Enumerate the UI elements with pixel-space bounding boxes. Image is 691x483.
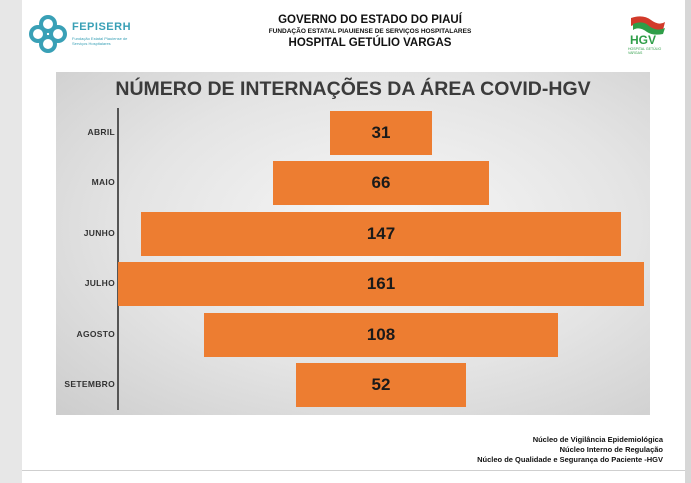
bar-setembro: [295, 363, 466, 407]
fepiserh-brand-text: FEPISERH: [72, 21, 132, 33]
document-header: GOVERNO DO ESTADO DO PIAUÍ FUNDAÇÃO ESTA…: [200, 13, 540, 50]
chart-axis-line: [117, 108, 119, 410]
page-left-margin: [0, 0, 22, 483]
category-label-julho: JULHO: [84, 278, 115, 289]
data-label-junho: 147: [366, 223, 396, 243]
data-label-abril: 31: [371, 123, 391, 142]
bar-maio: [273, 161, 489, 206]
category-label-setembro: SETEMBRO: [64, 379, 115, 389]
chart-title: NÚMERO DE INTERNAÇÕES DA ÁREA COVID-HGV: [115, 78, 591, 100]
hgv-brand-text: HGV: [630, 33, 657, 47]
fepiserh-cross-icon: [29, 15, 67, 53]
footer-line-quality: Núcleo de Qualidade e Segurança do Pacie…: [477, 455, 663, 464]
bar-julho: [117, 262, 645, 307]
data-label-julho: 161: [366, 274, 396, 294]
bar-junho: [140, 211, 622, 256]
header-hospital: HOSPITAL GETÚLIO VARGAS: [288, 37, 452, 49]
bar-abril: [330, 111, 432, 155]
bottom-rule: [22, 470, 685, 471]
hgv-logo: HGV HOSPITAL GETÚLIO VARGAS: [625, 14, 671, 60]
data-label-agosto: 108: [366, 324, 396, 344]
page-right-margin: [685, 0, 691, 483]
footer-line-regulation: Núcleo Interno de Regulação: [559, 445, 663, 454]
fepiserh-sub-text: Fundação Estatal Piauiense de Serviços H…: [72, 36, 128, 46]
fepiserh-logo: FEPISERH Fundação Estatal Piauiense de S…: [28, 14, 138, 54]
document-footer: Núcleo de Vigilância Epidemiológica Núcl…: [477, 435, 663, 465]
category-label-abril: ABRIL: [87, 127, 115, 137]
header-foundation: FUNDAÇÃO ESTATAL PIAUIENSE DE SERVIÇOS H…: [268, 28, 472, 35]
hgv-cross-icon: [631, 16, 665, 35]
header-government: GOVERNO DO ESTADO DO PIAUÍ: [278, 14, 462, 26]
footer-line-epidemiology: Núcleo de Vigilância Epidemiológica: [532, 435, 663, 444]
data-label-maio: 66: [371, 173, 391, 193]
bar-agosto: [204, 312, 558, 357]
category-label-junho: JUNHO: [83, 227, 115, 238]
category-label-agosto: AGOSTO: [76, 328, 115, 339]
category-label-maio: MAIO: [91, 177, 115, 188]
data-label-setembro: 52: [371, 375, 391, 394]
hgv-sub-text: HOSPITAL GETÚLIO VARGAS: [628, 47, 662, 55]
